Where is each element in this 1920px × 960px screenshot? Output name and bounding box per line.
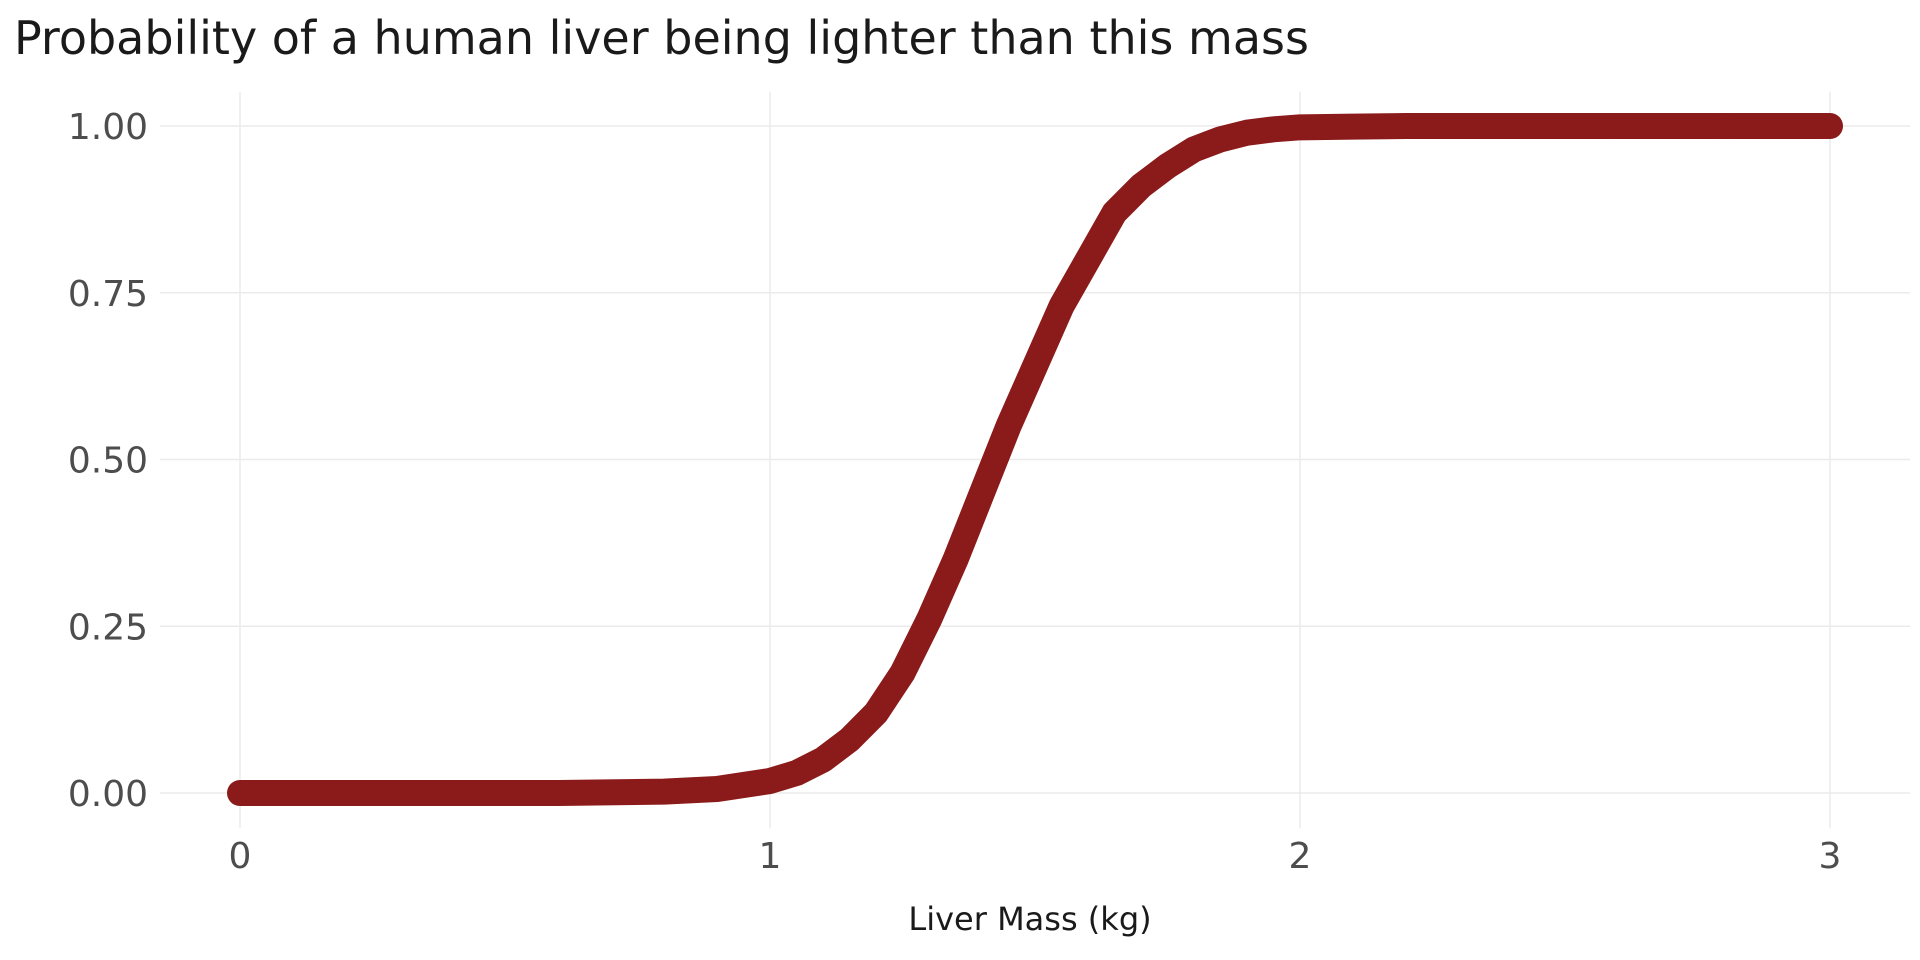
- data-point: [758, 768, 782, 793]
- data-point: [917, 607, 941, 632]
- y-tick-label: 0.00: [68, 774, 148, 815]
- data-point: [890, 660, 915, 685]
- data-point: [1341, 114, 1365, 139]
- data-point: [440, 781, 464, 805]
- data-point: [970, 480, 994, 505]
- data-point: [996, 414, 1021, 439]
- data-point: [1712, 114, 1736, 138]
- data-point: [1182, 137, 1206, 162]
- data-point: [1208, 127, 1233, 152]
- data-point: [1288, 115, 1312, 140]
- data-point: [334, 781, 358, 805]
- x-tick-label: 3: [1819, 836, 1842, 877]
- data-point: [1500, 114, 1524, 138]
- y-tick-label: 1.00: [68, 107, 148, 148]
- x-tick-label: 2: [1289, 836, 1312, 877]
- series-layer: [227, 113, 1843, 806]
- grid: [160, 92, 1910, 828]
- y-tick-label: 0.75: [68, 274, 148, 315]
- data-point: [811, 747, 835, 772]
- x-axis-title: Liver Mass (kg): [908, 900, 1151, 938]
- data-point: [1102, 200, 1127, 225]
- data-point: [837, 727, 862, 752]
- x-tick-label: 1: [759, 836, 782, 877]
- data-point: [1155, 154, 1180, 179]
- y-tick-label: 0.50: [68, 441, 148, 482]
- data-point: [1606, 114, 1630, 138]
- data-point: [943, 547, 968, 572]
- data-point: [784, 760, 809, 785]
- data-point: [705, 776, 729, 801]
- data-point: [864, 700, 888, 725]
- data-point: [652, 779, 676, 804]
- x-axis: 0 1 2 3: [229, 836, 1842, 877]
- data-point: [1129, 174, 1153, 199]
- data-point: [1049, 294, 1074, 319]
- y-axis: 0.00 0.25 0.50 0.75 1.00: [68, 107, 148, 815]
- data-point: [1261, 117, 1286, 142]
- x-tick-label: 0: [229, 836, 252, 877]
- data-point: [546, 781, 570, 805]
- y-tick-label: 0.25: [68, 607, 148, 648]
- data-point: [228, 781, 252, 805]
- data-point: [1076, 247, 1100, 272]
- data-point: [1235, 120, 1259, 145]
- chart-title: Probability of a human liver being light…: [14, 11, 1309, 65]
- data-point: [1023, 354, 1047, 379]
- data-point: [1394, 114, 1418, 138]
- data-point: [1818, 114, 1842, 138]
